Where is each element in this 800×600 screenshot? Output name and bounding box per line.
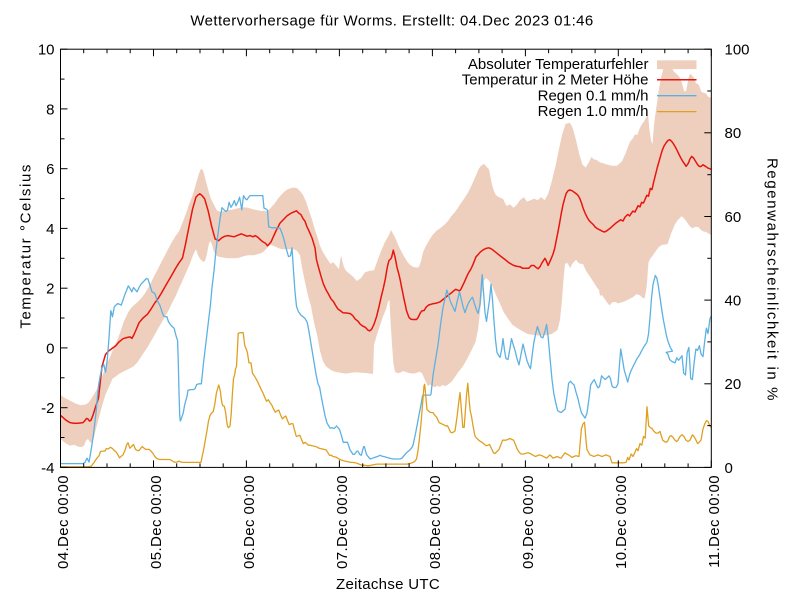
- svg-text:06.Dec 00:00: 06.Dec 00:00: [241, 475, 258, 569]
- svg-text:4: 4: [46, 221, 54, 238]
- svg-text:8: 8: [46, 101, 54, 118]
- svg-text:80: 80: [725, 125, 742, 142]
- svg-text:0: 0: [725, 460, 733, 477]
- svg-text:09.Dec 00:00: 09.Dec 00:00: [520, 475, 537, 569]
- svg-text:Wettervorhersage für Worms. Er: Wettervorhersage für Worms. Erstellt: 04…: [190, 13, 593, 30]
- svg-text:Temperatur °Celsius: Temperatur °Celsius: [18, 163, 35, 329]
- svg-text:Regenwahrscheinlichkeit in %: Regenwahrscheinlichkeit in %: [764, 158, 781, 402]
- svg-text:07.Dec 00:00: 07.Dec 00:00: [334, 475, 351, 569]
- svg-text:04.Dec 00:00: 04.Dec 00:00: [55, 475, 72, 569]
- svg-text:40: 40: [725, 293, 742, 310]
- svg-text:6: 6: [46, 161, 54, 178]
- svg-text:100: 100: [725, 42, 750, 59]
- svg-text:2: 2: [46, 281, 54, 298]
- svg-text:60: 60: [725, 209, 742, 226]
- svg-text:Regen 0.1 mm/h: Regen 0.1 mm/h: [538, 87, 649, 104]
- svg-text:-2: -2: [41, 400, 54, 417]
- svg-text:Regen 1.0 mm/h: Regen 1.0 mm/h: [538, 103, 649, 120]
- svg-text:0: 0: [46, 340, 54, 357]
- svg-text:Absoluter Temperaturfehler: Absoluter Temperaturfehler: [468, 56, 649, 73]
- svg-text:10: 10: [38, 42, 55, 59]
- svg-text:Zeitachse UTC: Zeitachse UTC: [336, 576, 440, 593]
- svg-text:20: 20: [725, 376, 742, 393]
- svg-text:-4: -4: [41, 460, 54, 477]
- svg-text:05.Dec 00:00: 05.Dec 00:00: [148, 475, 165, 569]
- svg-text:11.Dec 00:00: 11.Dec 00:00: [706, 475, 723, 568]
- svg-text:Temperatur in 2 Meter Höhe: Temperatur in 2 Meter Höhe: [462, 72, 649, 89]
- svg-text:10.Dec 00:00: 10.Dec 00:00: [613, 475, 630, 569]
- svg-text:08.Dec 00:00: 08.Dec 00:00: [427, 475, 444, 569]
